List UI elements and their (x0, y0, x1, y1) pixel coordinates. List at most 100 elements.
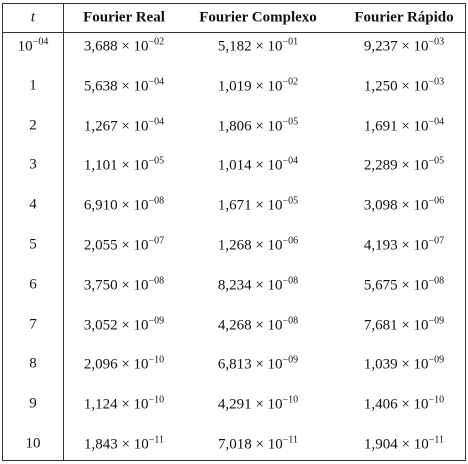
mantissa: 8,234 × 10 (217, 277, 283, 294)
table-cell: 4,268 × 10−08 (218, 315, 298, 334)
table-cell: 4,193 × 10−07 (364, 236, 444, 255)
table-cell: 7,681 × 10−09 (364, 315, 444, 334)
header-cell: Fourier Real (83, 9, 165, 26)
exponent: −06 (282, 235, 299, 247)
table-cell: 3,688 × 10−02 (84, 37, 164, 56)
table-cell: 1,843 × 10−11 (84, 435, 164, 454)
table-cell: 1,904 × 10−11 (364, 435, 444, 454)
mantissa: 1,406 × 10 (363, 396, 429, 413)
exponent: −09 (428, 315, 445, 327)
top-rule (2, 3, 466, 4)
table-cell: 1,691 × 10−04 (364, 116, 444, 135)
table-cell: 2,289 × 10−05 (364, 156, 444, 175)
table-cell: 1,806 × 10−05 (218, 116, 298, 135)
exponent: −05 (428, 155, 445, 167)
exponent: −08 (148, 195, 165, 207)
exponent: −10 (282, 394, 299, 406)
mantissa: 1,101 × 10 (83, 157, 149, 174)
mantissa: 3,098 × 10 (363, 197, 429, 214)
exponent: −10 (428, 394, 445, 406)
exponent: −02 (282, 76, 299, 88)
table-cell: 6,813 × 10−09 (218, 355, 298, 374)
table-cell: 1,014 × 10−04 (218, 156, 298, 175)
table-cell: 8 (29, 355, 37, 372)
table-cell: 3,098 × 10−06 (364, 196, 444, 215)
exponent: −11 (428, 434, 444, 446)
left-border (2, 3, 3, 461)
mantissa: 10 (17, 38, 33, 55)
table-cell: 3,052 × 10−09 (84, 315, 164, 334)
exponent: −05 (148, 155, 165, 167)
mantissa: 1,039 × 10 (363, 356, 429, 373)
table-cell: 7,018 × 10−11 (218, 435, 298, 454)
exponent: −09 (282, 354, 299, 366)
mantissa: 1,806 × 10 (217, 118, 283, 135)
column-divider (63, 3, 64, 461)
header-rule (2, 32, 466, 33)
mantissa: 1,904 × 10 (364, 436, 429, 453)
bottom-rule (2, 460, 466, 461)
exponent: −10 (148, 394, 165, 406)
exponent: −07 (428, 235, 445, 247)
exponent: −11 (282, 434, 298, 446)
mantissa: 1,019 × 10 (217, 78, 283, 95)
table-cell: 5,675 × 10−08 (364, 275, 444, 294)
exponent: −08 (282, 315, 299, 327)
exponent: −03 (428, 36, 445, 48)
exponent: −03 (428, 76, 445, 88)
exponent: −09 (428, 354, 445, 366)
exponent: −09 (148, 315, 165, 327)
right-border (465, 3, 466, 461)
header-cell: Fourier Complexo (199, 9, 317, 26)
mantissa: 1,671 × 10 (217, 197, 283, 214)
mantissa: 6,813 × 10 (217, 356, 283, 373)
mantissa: 1,124 × 10 (83, 396, 149, 413)
mantissa: 2,289 × 10 (363, 157, 429, 174)
table-cell: 1,124 × 10−10 (84, 395, 164, 414)
exponent: −01 (282, 36, 299, 48)
table-cell: 6 (29, 276, 37, 293)
mantissa: 3,750 × 10 (83, 277, 149, 294)
table-cell: 9 (29, 395, 37, 412)
exponent: −11 (148, 434, 164, 446)
table-cell: 1,267 × 10−04 (84, 116, 164, 135)
mantissa: 1,691 × 10 (363, 118, 429, 135)
table-cell: 2 (29, 117, 37, 134)
mantissa: 4,291 × 10 (217, 396, 283, 413)
exponent: −05 (282, 195, 299, 207)
exponent: −08 (148, 275, 165, 287)
header-cell: t (30, 9, 36, 26)
mantissa: 1,268 × 10 (217, 237, 283, 254)
table-cell: 3,750 × 10−08 (84, 275, 164, 294)
mantissa: 5,675 × 10 (363, 277, 429, 294)
exponent: −05 (282, 116, 299, 128)
table-cell: 1,250 × 10−03 (364, 76, 444, 95)
table-cell: 10 (25, 435, 41, 452)
table-cell: 4,291 × 10−10 (218, 395, 298, 414)
exponent: −04 (148, 76, 165, 88)
table-cell: 5,638 × 10−04 (84, 76, 164, 95)
table-cell: 1,019 × 10−02 (218, 76, 298, 95)
header-cell: Fourier Rápido (354, 9, 454, 26)
mantissa: 2,096 × 10 (83, 356, 149, 373)
exponent: −04 (32, 36, 49, 48)
table-cell: 5,182 × 10−01 (218, 37, 298, 56)
mantissa: 7,018 × 10 (218, 436, 283, 453)
mantissa: 1,267 × 10 (83, 118, 149, 135)
table-cell: 6,910 × 10−08 (84, 196, 164, 215)
table-cell: 7 (29, 316, 37, 333)
table-cell: 8,234 × 10−08 (218, 275, 298, 294)
mantissa: 3,052 × 10 (83, 317, 149, 334)
mantissa: 9,237 × 10 (363, 38, 429, 55)
table-cell: 1,671 × 10−05 (218, 196, 298, 215)
table-cell: 9,237 × 10−03 (364, 37, 444, 56)
exponent: −04 (148, 116, 165, 128)
mantissa: 1,250 × 10 (363, 78, 429, 95)
table-cell: 5 (29, 236, 37, 253)
table-cell: 1,268 × 10−06 (218, 236, 298, 255)
table-cell: 3 (29, 156, 37, 173)
exponent: −04 (282, 155, 299, 167)
exponent: −06 (428, 195, 445, 207)
table-cell: 1,101 × 10−05 (84, 156, 164, 175)
table-cell: 2,096 × 10−10 (84, 355, 164, 374)
